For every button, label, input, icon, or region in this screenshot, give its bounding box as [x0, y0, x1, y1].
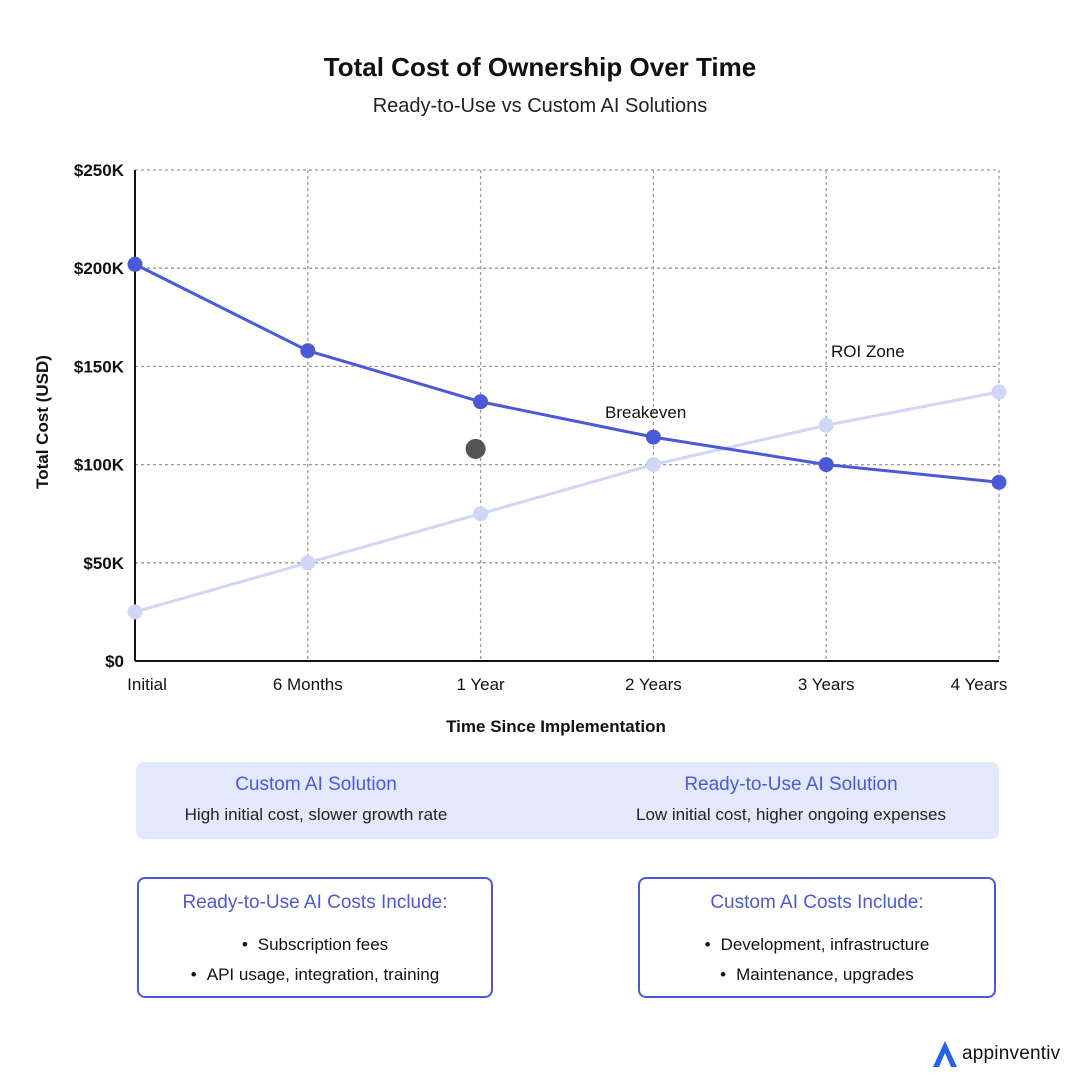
data-point-custom [645, 429, 661, 445]
brand-logo: appinventiv [932, 1039, 1060, 1069]
list-item: • Development, infrastructure [640, 930, 994, 960]
chart-title: Total Cost of Ownership Over Time [323, 52, 757, 82]
y-tick-label: $150K [74, 357, 125, 376]
data-point-ready [127, 604, 143, 620]
ready-costs-list: • Subscription fees • API usage, integrati… [139, 930, 491, 990]
bullet-icon: • [190, 965, 197, 984]
data-point-ready [818, 417, 834, 433]
list-item: • Subscription fees [139, 930, 491, 960]
legend-ready-desc: Low initial cost, higher ongoing expense… [636, 805, 946, 824]
data-point-custom [127, 256, 143, 272]
appinventiv-logo-icon [933, 1041, 957, 1067]
y-tick-label: $100K [74, 456, 125, 475]
series-line-ready [134, 390, 1000, 614]
list-item: • Maintenance, upgrades [640, 960, 994, 990]
data-point-custom [991, 474, 1007, 490]
bullet-icon: • [720, 965, 727, 984]
data-point-ready [645, 457, 661, 473]
x-tick-label: 6 Months [273, 675, 343, 694]
y-tick-label: $0 [105, 652, 124, 671]
y-tick-label: $50K [83, 554, 124, 573]
y-axis-label: Total Cost (USD) [33, 355, 52, 489]
legend-ready: Ready-to-Use AI Solution Low initial cos… [576, 774, 1006, 825]
line-chart: $0 $50K $100K $150K $200K $250K Initial 6 Month… [33, 161, 1008, 736]
annotation-roi-zone: ROI Zone [831, 342, 905, 361]
legend-custom-title: Custom AI Solution [235, 774, 397, 795]
data-point-custom [300, 343, 316, 359]
custom-costs-box: Custom AI Costs Include: • Development, i… [638, 877, 996, 998]
x-tick-label: 2 Years [625, 675, 682, 694]
brand-name: appinventiv [962, 1043, 1061, 1064]
breakeven-marker [465, 438, 486, 459]
y-tick-label: $250K [74, 161, 125, 180]
chart-subtitle: Ready-to-Use vs Custom AI Solutions [372, 95, 708, 117]
data-point-custom [473, 394, 489, 410]
custom-costs-title: Custom AI Costs Include: [710, 892, 924, 913]
series-line-custom [134, 262, 1000, 484]
annotation-breakeven: Breakeven [605, 403, 686, 422]
data-point-ready [300, 555, 316, 571]
bullet-icon: • [241, 935, 248, 954]
data-point-ready [473, 506, 489, 522]
custom-costs-list: • Development, infrastructure • Maintenanc… [640, 930, 994, 990]
legend-custom-desc: High initial cost, slower growth rate [184, 805, 448, 824]
x-axis-label: Time Since Implementation [446, 717, 666, 736]
ready-costs-box: Ready-to-Use AI Costs Include: • Subscrip… [137, 877, 493, 998]
x-tick-label: 1 Year [456, 675, 505, 694]
list-item: • API usage, integration, training [139, 960, 491, 990]
legend-band: Custom AI Solution High initial cost, sl… [136, 762, 999, 839]
x-tick-label: 3 Years [798, 675, 855, 694]
bullet-icon: • [704, 935, 711, 954]
legend-ready-title: Ready-to-Use AI Solution [684, 774, 898, 795]
data-point-ready [991, 384, 1007, 400]
data-point-custom [818, 457, 834, 473]
x-tick-label: Initial [127, 675, 167, 694]
y-tick-label: $200K [74, 259, 125, 278]
legend-custom: Custom AI Solution High initial cost, sl… [136, 774, 496, 825]
x-tick-label: 4 Years [951, 675, 1008, 694]
ready-costs-title: Ready-to-Use AI Costs Include: [182, 892, 448, 913]
